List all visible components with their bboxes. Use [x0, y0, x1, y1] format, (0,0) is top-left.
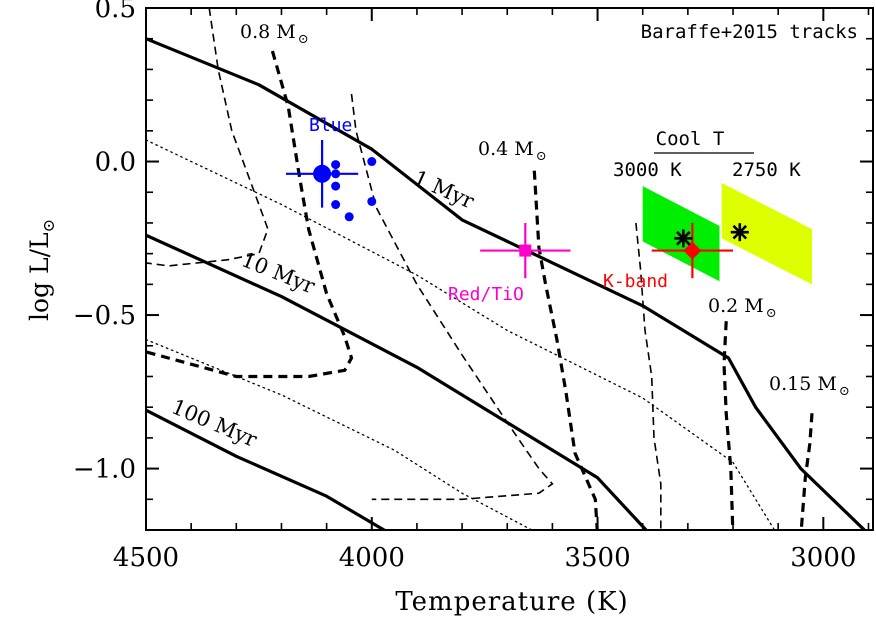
label-red-tio: Red/TiO — [448, 284, 524, 305]
interp-isochrone-0 — [146, 139, 776, 530]
mass-track-3 — [532, 170, 599, 530]
y-tick-label: 0.5 — [95, 0, 136, 24]
point-blue-star — [367, 157, 377, 167]
x-axis-title: Temperature (K) — [395, 587, 628, 617]
point-blue-star — [344, 212, 354, 222]
x-tick-label: 4000 — [339, 543, 405, 573]
point-blue-star — [331, 169, 341, 179]
mass-track-5 — [722, 321, 735, 530]
point-blue-star — [331, 160, 341, 170]
isochrone-2 — [146, 408, 388, 530]
data-points — [285, 140, 749, 279]
isochrone-0 — [146, 37, 867, 530]
label-blue: Blue — [309, 115, 352, 136]
point-blue-mean — [313, 164, 332, 183]
isochrone-label-10myr: 10 Myr — [238, 247, 319, 298]
mass-track-1 — [146, 8, 269, 267]
isochrone-1 — [146, 233, 649, 530]
point-red-tio — [519, 244, 532, 257]
point-k-band — [683, 241, 702, 260]
point-cool-t-asterisk — [674, 229, 693, 248]
chart-title: Baraffe+2015 tracks — [641, 21, 858, 43]
mass-label-0.8: 0.8 M ⊙ — [240, 21, 309, 47]
label-k-band: K-band — [603, 271, 668, 292]
cool-t-right: 2750 K — [732, 159, 801, 181]
asterisk-stroke — [676, 231, 691, 246]
cool-t-left: 3000 K — [613, 159, 682, 181]
mass-label-0.2: 0.2 M ⊙ — [708, 295, 777, 321]
x-tick-label: 3000 — [790, 543, 856, 573]
interpolated-isochrones — [146, 139, 776, 530]
point-blue-star — [331, 181, 341, 191]
plot-frame — [145, 7, 874, 531]
cool-t-title: Cool T — [656, 128, 725, 150]
cool-t-region-1 — [721, 183, 812, 285]
point-blue-star — [367, 196, 377, 206]
mass-track-0 — [146, 50, 354, 379]
y-tick-label: −1.0 — [73, 455, 136, 485]
mass-label-0.4: 0.4 M ⊙ — [478, 138, 547, 164]
point-blue-star — [331, 200, 341, 210]
mass-label-0.15: 0.15 M ⊙ — [769, 373, 850, 399]
y-axis-title: log L/L⊙ — [25, 219, 58, 321]
y-tick-label: 0.0 — [95, 148, 136, 178]
axis-ticks: 4500 4000 3500 3000 0.5 0.0 −0.5 −1.0 — [73, 0, 873, 573]
x-tick-label: 3500 — [564, 543, 630, 573]
x-tick-label: 4500 — [113, 543, 179, 573]
asterisk-stroke — [732, 224, 748, 240]
mass-track-4 — [635, 222, 662, 530]
y-tick-label: −0.5 — [73, 301, 136, 331]
point-cool-t-asterisk — [730, 223, 749, 242]
mass-track-6 — [799, 413, 814, 530]
cool-t-region-0 — [642, 186, 720, 282]
isochrones — [146, 37, 867, 530]
cool-t-regions — [642, 183, 812, 285]
